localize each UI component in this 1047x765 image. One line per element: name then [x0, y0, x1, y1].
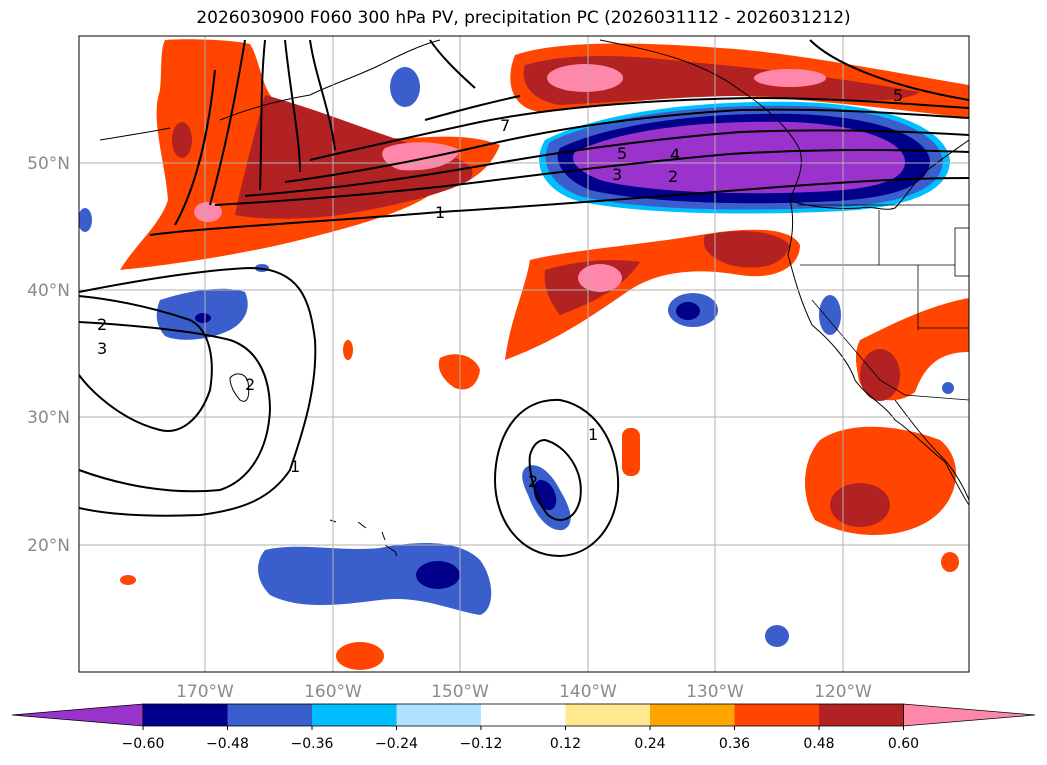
colorbar-tick-label: −0.48 — [206, 736, 249, 752]
colorbar-tick-label: 0.12 — [550, 736, 581, 752]
svg-text:150°W: 150°W — [431, 682, 489, 702]
svg-text:2: 2 — [245, 375, 255, 394]
svg-text:2: 2 — [528, 472, 538, 491]
svg-text:3: 3 — [612, 165, 622, 184]
political-borders — [798, 204, 969, 401]
longitude-labels: 170°W 160°W 150°W 140°W 130°W 120°W — [176, 682, 872, 702]
colorbar-tick-label: −0.12 — [460, 736, 503, 752]
svg-text:2: 2 — [97, 315, 107, 334]
colorbar-segment — [565, 704, 651, 726]
colorbar-tick-label: 0.36 — [719, 736, 750, 752]
svg-text:30°N: 30°N — [27, 408, 70, 428]
colorbar-tick-label: 0.24 — [634, 736, 665, 752]
svg-text:2: 2 — [668, 167, 678, 186]
svg-text:170°W: 170°W — [176, 682, 234, 702]
svg-text:1: 1 — [435, 203, 445, 222]
svg-text:140°W: 140°W — [559, 682, 617, 702]
colorbar-segment — [650, 704, 735, 726]
map-frame — [78, 35, 970, 673]
colorbar-segment — [734, 704, 820, 726]
svg-text:130°W: 130°W — [686, 682, 744, 702]
svg-text:120°W: 120°W — [814, 682, 872, 702]
colorbar-tick-label: −0.24 — [375, 736, 418, 752]
svg-text:1: 1 — [588, 425, 598, 444]
svg-text:20°N: 20°N — [27, 536, 70, 556]
colorbar-segment — [819, 704, 904, 726]
colorbar-segment — [143, 704, 228, 726]
pv-contours — [79, 39, 969, 558]
colorbar-tick-label: −0.60 — [122, 736, 165, 752]
map-title: 2026030900 F060 300 hPa PV, precipitatio… — [196, 8, 851, 28]
colorbar-segment — [481, 704, 566, 726]
colorbar-extend-low — [11, 703, 144, 727]
colorbar-tick-label: 0.60 — [888, 736, 919, 752]
contour-labels: 7 5 4 3 2 1 5 2 3 2 1 2 1 — [97, 86, 903, 491]
colorbar-extend-high — [903, 703, 1036, 727]
svg-text:4: 4 — [670, 145, 680, 164]
svg-text:3: 3 — [97, 339, 107, 358]
latitude-labels: 50°N 40°N 30°N 20°N — [27, 154, 70, 556]
colorbar-segment — [396, 704, 482, 726]
colorbar-segment — [227, 704, 313, 726]
svg-text:5: 5 — [617, 144, 627, 163]
colorbar: −0.60 −0.48 −0.36 −0.24 −0.12 0.12 0.24 0.36 0.4… — [11, 703, 1036, 752]
colorbar-tick-label: 0.48 — [803, 736, 834, 752]
svg-text:1: 1 — [290, 457, 300, 476]
svg-text:5: 5 — [893, 86, 903, 105]
svg-text:160°W: 160°W — [304, 682, 362, 702]
map-panel: 7 5 4 3 2 1 5 2 3 2 1 2 1 — [79, 36, 969, 672]
svg-text:7: 7 — [500, 116, 510, 135]
colorbar-tick-label: −0.36 — [291, 736, 334, 752]
colorbar-segment — [312, 704, 397, 726]
colorbar-frame — [142, 703, 904, 727]
svg-text:50°N: 50°N — [27, 154, 70, 174]
svg-text:40°N: 40°N — [27, 281, 70, 301]
